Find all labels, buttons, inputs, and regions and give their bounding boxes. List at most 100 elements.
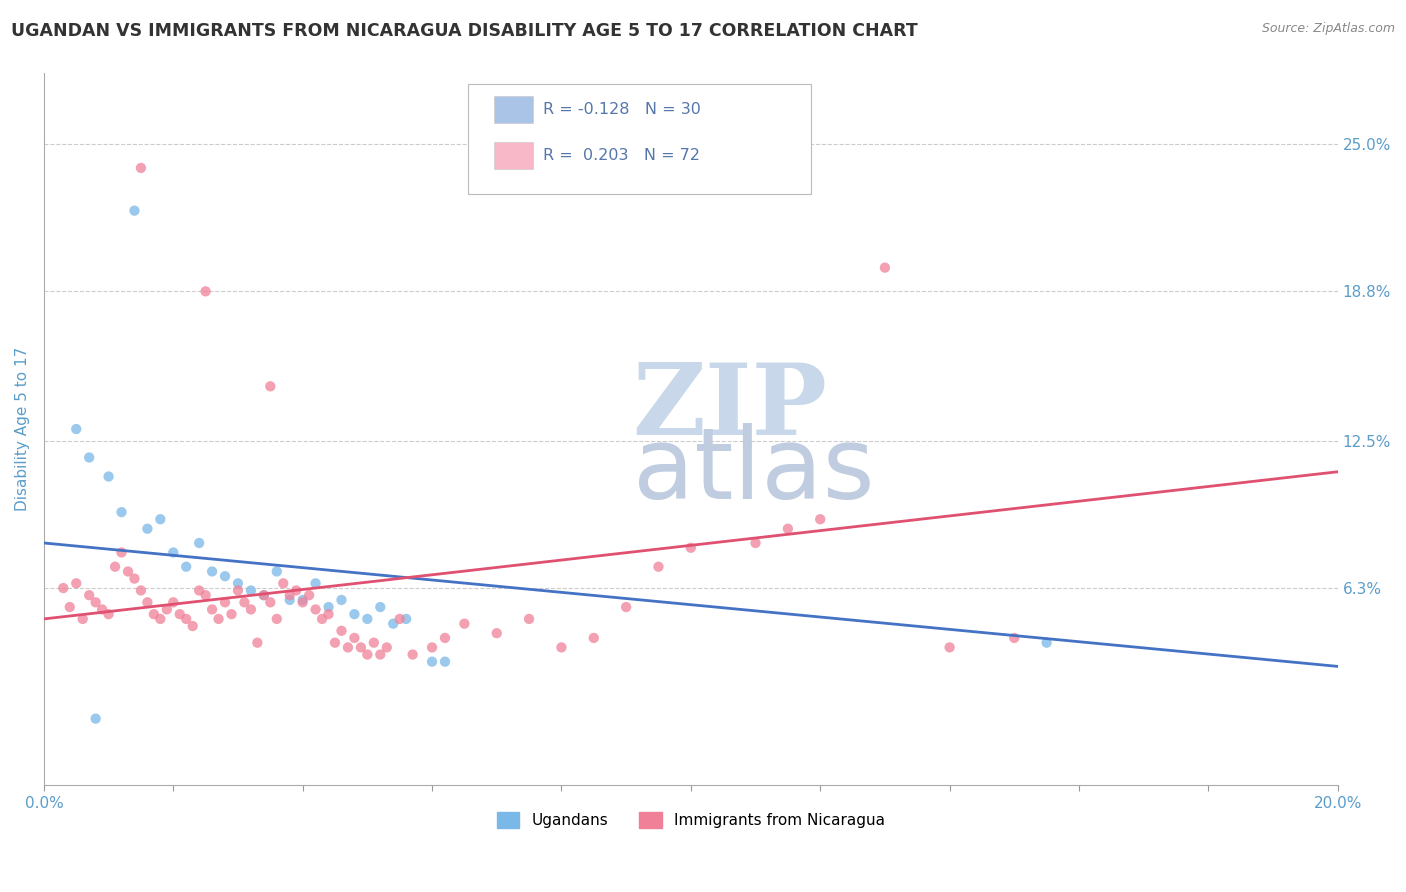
Text: atlas: atlas [633, 424, 875, 520]
Point [239, 583, 262, 598]
Point [363, 635, 385, 649]
Point [343, 607, 366, 622]
Point [77, 450, 100, 465]
Point [162, 595, 184, 609]
Point [336, 640, 359, 655]
Point [194, 588, 217, 602]
Point [388, 612, 411, 626]
Point [517, 612, 540, 626]
Point [433, 655, 456, 669]
Point [808, 512, 831, 526]
Point [97, 607, 120, 622]
Point [304, 576, 326, 591]
Point [77, 588, 100, 602]
Point [375, 640, 398, 655]
Point [271, 576, 294, 591]
Point [453, 616, 475, 631]
Point [84, 712, 107, 726]
Point [330, 593, 353, 607]
Point [201, 602, 224, 616]
Point [104, 559, 127, 574]
Point [97, 469, 120, 483]
Text: Source: ZipAtlas.com: Source: ZipAtlas.com [1261, 22, 1395, 36]
Y-axis label: Disability Age 5 to 17: Disability Age 5 to 17 [15, 347, 30, 511]
Point [278, 588, 301, 602]
Point [350, 640, 373, 655]
Point [246, 635, 269, 649]
Point [873, 260, 896, 275]
Point [129, 583, 152, 598]
Point [136, 595, 159, 609]
Point [582, 631, 605, 645]
Text: R = -0.128   N = 30: R = -0.128 N = 30 [543, 102, 702, 117]
Point [401, 648, 423, 662]
Point [291, 593, 314, 607]
Point [65, 576, 87, 591]
Point [318, 607, 340, 622]
Point [59, 600, 82, 615]
Point [174, 612, 197, 626]
Legend: Ugandans, Immigrants from Nicaragua: Ugandans, Immigrants from Nicaragua [491, 806, 891, 834]
Point [214, 569, 236, 583]
Point [110, 505, 132, 519]
Point [142, 607, 165, 622]
Point [201, 565, 224, 579]
Point [259, 379, 281, 393]
Point [382, 616, 405, 631]
Point [259, 595, 281, 609]
Point [162, 545, 184, 559]
Point [169, 607, 191, 622]
Point [679, 541, 702, 555]
Point [304, 602, 326, 616]
Point [776, 522, 799, 536]
Point [647, 559, 669, 574]
Point [181, 619, 204, 633]
Point [149, 512, 172, 526]
Point [149, 612, 172, 626]
Point [266, 612, 288, 626]
Point [938, 640, 960, 655]
Point [239, 602, 262, 616]
Point [110, 545, 132, 559]
Point [253, 588, 276, 602]
Point [91, 602, 114, 616]
FancyBboxPatch shape [494, 142, 533, 169]
Point [1035, 635, 1057, 649]
Point [298, 588, 321, 602]
Point [311, 612, 333, 626]
Point [1002, 631, 1025, 645]
Point [156, 602, 179, 616]
Point [356, 648, 378, 662]
Point [420, 655, 443, 669]
Point [214, 595, 236, 609]
Point [253, 588, 276, 602]
Point [221, 607, 243, 622]
Point [614, 600, 637, 615]
Point [174, 559, 197, 574]
Point [323, 635, 346, 649]
FancyBboxPatch shape [468, 84, 811, 194]
Point [117, 565, 139, 579]
Point [368, 648, 391, 662]
Point [233, 595, 256, 609]
Text: ZIP: ZIP [633, 359, 828, 456]
Text: R =  0.203   N = 72: R = 0.203 N = 72 [543, 148, 700, 163]
Point [318, 600, 340, 615]
Point [188, 536, 211, 550]
Point [485, 626, 508, 640]
Text: UGANDAN VS IMMIGRANTS FROM NICARAGUA DISABILITY AGE 5 TO 17 CORRELATION CHART: UGANDAN VS IMMIGRANTS FROM NICARAGUA DIS… [11, 22, 918, 40]
Point [188, 583, 211, 598]
Point [52, 581, 75, 595]
Point [356, 612, 378, 626]
Point [330, 624, 353, 638]
Point [420, 640, 443, 655]
Point [124, 203, 146, 218]
Point [343, 631, 366, 645]
Point [266, 565, 288, 579]
Point [65, 422, 87, 436]
Point [226, 576, 249, 591]
Point [136, 522, 159, 536]
Point [291, 595, 314, 609]
Point [368, 600, 391, 615]
Point [285, 583, 308, 598]
